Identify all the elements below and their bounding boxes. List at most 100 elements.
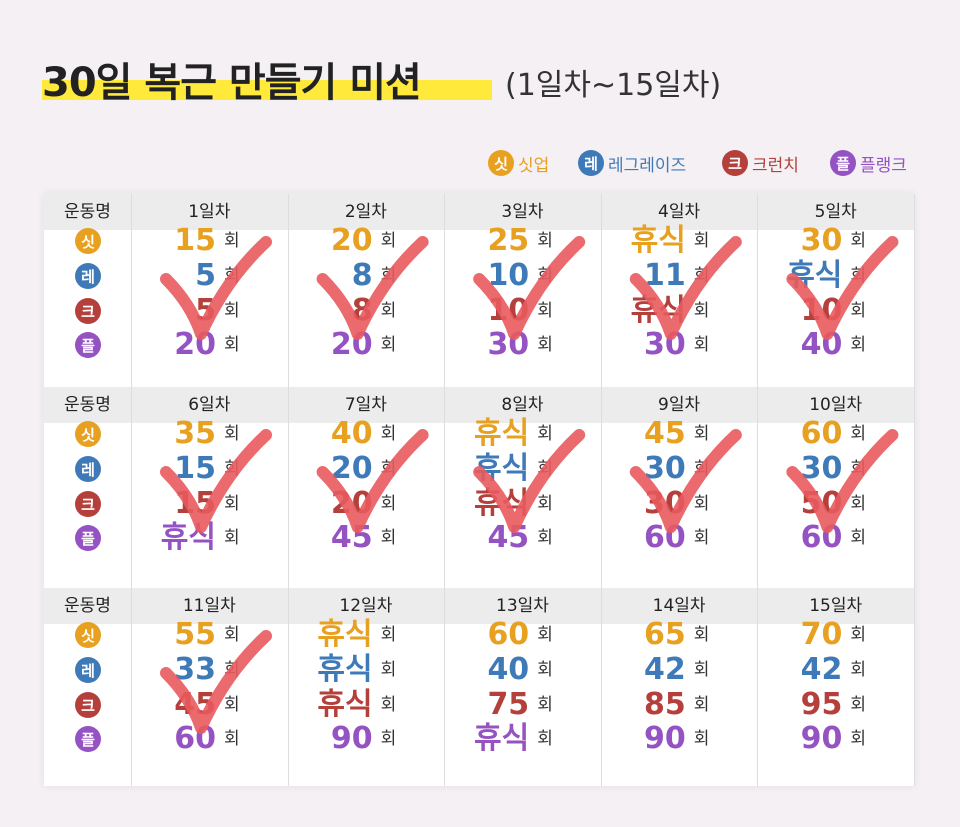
day-header: 2일차 <box>344 202 387 222</box>
cell-unit: 회 <box>693 424 710 444</box>
cell-value: 휴식 <box>317 652 373 687</box>
cell-unit: 회 <box>693 494 710 514</box>
cell-unit: 회 <box>850 660 867 680</box>
header-row <box>44 387 914 423</box>
title: 30일 복근 만들기 미션 <box>42 60 422 106</box>
legend-item: 레 레그레이즈 <box>578 150 686 176</box>
cell-unit: 회 <box>224 301 240 321</box>
cell-unit: 회 <box>380 231 397 251</box>
row-icon: 플 <box>75 525 101 551</box>
cell-value: 55 <box>174 617 216 652</box>
subtitle: (1일차~15일차) <box>505 68 722 103</box>
column-divider <box>287 194 289 786</box>
cell-unit: 회 <box>850 729 867 749</box>
column-divider <box>131 194 132 786</box>
cell-unit: 회 <box>537 494 553 514</box>
cell-value: 25 <box>487 223 530 258</box>
cell-value: 85 <box>644 687 686 722</box>
cell-unit: 회 <box>380 660 397 680</box>
legend-label: 크런치 <box>752 155 799 176</box>
day-header: 14일차 <box>652 596 706 616</box>
cell-value: 75 <box>487 687 530 722</box>
check-mark <box>473 236 586 340</box>
cell-unit: 회 <box>380 729 397 749</box>
row-icon: 플 <box>75 726 101 752</box>
mission-table: 운동명 1일차 15 회 5 회 5 회 20 회 2일차 20 회 8 회 8 회 20 회 3일차 25 회 10 회 10… <box>44 194 915 786</box>
cell-unit: 회 <box>380 335 397 355</box>
cell-unit: 회 <box>224 625 240 645</box>
cell-value: 5 <box>195 258 216 293</box>
cell-value: 60 <box>487 617 530 652</box>
cell-unit: 회 <box>224 695 240 715</box>
column-divider <box>444 194 446 786</box>
row-icon: 레 <box>75 263 101 289</box>
cell-unit: 회 <box>537 729 553 749</box>
row-icon: 싯 <box>75 622 101 648</box>
cell-unit: 회 <box>537 695 553 715</box>
day-header: 11일차 <box>182 596 236 616</box>
day-header: 3일차 <box>501 202 544 222</box>
cell-unit: 회 <box>224 494 240 514</box>
day-header: 1일차 <box>188 202 231 222</box>
cell-unit: 회 <box>693 660 710 680</box>
cell-unit: 회 <box>380 301 397 321</box>
cell-value: 15 <box>174 223 216 258</box>
day-header: 9일차 <box>658 395 701 415</box>
day-header: 7일차 <box>344 395 387 415</box>
legend-item: 플 플랭크 <box>830 150 907 176</box>
cell-unit: 회 <box>850 424 867 444</box>
cell-value: 30 <box>800 223 843 258</box>
cell-unit: 회 <box>537 335 553 355</box>
cell-unit: 회 <box>693 301 710 321</box>
cell-value: 42 <box>800 652 843 687</box>
check-mark <box>160 236 272 340</box>
header-row <box>44 588 914 624</box>
row-icon: 싯 <box>75 228 101 254</box>
check-mark <box>629 429 742 533</box>
cell-unit: 회 <box>537 301 553 321</box>
day-header: 15일차 <box>809 596 863 616</box>
header-cell: 운동명 <box>64 202 111 222</box>
title-highlight <box>42 80 492 100</box>
day-header: 12일차 <box>339 596 393 616</box>
day-header: 8일차 <box>501 395 544 415</box>
check-mark <box>473 429 586 533</box>
row-icon: 레 <box>75 657 101 683</box>
cell-value: 60 <box>800 416 843 451</box>
legend-label: 싯업 <box>518 155 550 176</box>
cell-value: 휴식 <box>317 687 373 722</box>
cell-unit: 회 <box>537 424 553 444</box>
cell-value: 휴식 <box>317 617 373 652</box>
legend-item: 싯 싯업 <box>488 150 549 176</box>
day-header: 6일차 <box>188 395 231 415</box>
legend-label: 레그레이즈 <box>608 155 687 176</box>
cell-value: 35 <box>174 416 216 451</box>
cell-value: 90 <box>800 721 843 756</box>
check-mark <box>786 429 899 533</box>
cell-unit: 회 <box>693 695 710 715</box>
row-icon: 크 <box>75 298 101 324</box>
cell-value: 휴식 <box>473 721 530 756</box>
cell-unit: 회 <box>537 231 553 251</box>
cell-value: 40 <box>487 652 530 687</box>
header-row <box>44 194 914 230</box>
cell-value: 70 <box>800 617 843 652</box>
legend-icon: 싯 <box>488 150 514 176</box>
cell-unit: 회 <box>224 335 240 355</box>
cell-unit: 회 <box>693 335 710 355</box>
check-mark <box>160 429 272 533</box>
cell-unit: 회 <box>537 660 553 680</box>
cell-value: 42 <box>644 652 686 687</box>
check-mark <box>316 236 429 340</box>
row-icon: 플 <box>75 332 101 358</box>
cell-unit: 회 <box>693 528 710 548</box>
check-mark <box>786 236 899 340</box>
cell-unit: 회 <box>380 625 397 645</box>
cell-value: 65 <box>644 617 686 652</box>
cell-unit: 회 <box>693 625 710 645</box>
cell-unit: 회 <box>850 301 867 321</box>
row-icon: 크 <box>75 692 101 718</box>
cell-value: 90 <box>644 721 686 756</box>
